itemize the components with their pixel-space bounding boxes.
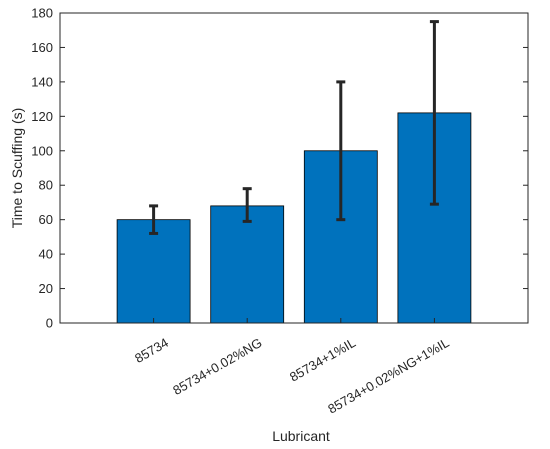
y-tick-label: 0 [46,316,53,331]
x-tick-label: 85734+0.02%NG [170,335,264,398]
y-tick-label: 140 [31,74,53,89]
y-axis-ticks: 0 20 40 60 80 100 120 140 160 180 [31,6,528,331]
bar [116,219,191,324]
y-tick-label: 100 [31,143,53,158]
y-tick-label: 60 [39,212,53,227]
error-bar [336,80,346,222]
bar [210,205,285,324]
y-tick-label: 160 [31,40,53,55]
x-axis-ticks: 85734 85734+0.02%NG 85734+1%IL85734+0.02%N… [132,318,452,417]
x-axis-label: Lubricant [272,428,330,444]
x-tick-label: 85734+1%IL [287,335,358,385]
error-bar [149,204,159,235]
error-bar [242,187,252,223]
y-tick-label: 40 [39,247,53,262]
y-tick-label: 180 [31,6,53,21]
bars-group [116,112,472,324]
x-tick-label: 85734 [132,335,171,366]
y-tick-label: 120 [31,109,53,124]
y-tick-label: 20 [39,281,53,296]
y-axis-label: Time to Scuffing (s) [9,108,25,229]
error-bar [429,20,439,206]
y-tick-label: 80 [39,178,53,193]
plot-frame [59,12,529,324]
error-bars-group [149,20,439,235]
